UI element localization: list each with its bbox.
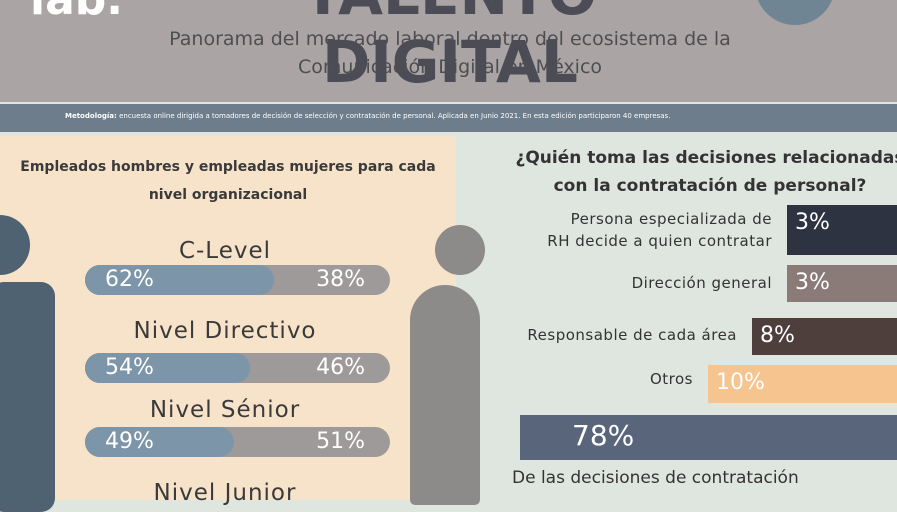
- left-title: nivel organizacional: [148, 187, 308, 203]
- highlight-value: 78%: [572, 419, 635, 452]
- logo: lab.: [30, 0, 123, 25]
- men-value: 54%: [105, 355, 154, 380]
- woman-head: [435, 225, 485, 275]
- methodology-bar: [0, 104, 897, 132]
- women-value: 38%: [316, 267, 365, 292]
- subtitle: Panorama del mercado laboral dentro del …: [169, 28, 731, 50]
- answer-value: 8%: [760, 323, 795, 348]
- answer-label: Dirección general: [631, 274, 772, 292]
- title: TALENTO DIGITAL: [303, 0, 597, 96]
- man-body: [0, 282, 55, 512]
- level-name: Nivel Sénior: [149, 397, 301, 423]
- answer-label: Otros: [649, 370, 693, 388]
- answer-label: Responsable de cada área: [527, 326, 737, 344]
- highlight-bar: [520, 415, 897, 460]
- subtitle: Comunicación Digital en México: [297, 56, 603, 78]
- level-name: Nivel Directivo: [133, 318, 317, 344]
- level-name: C-Level: [178, 238, 272, 264]
- answer-value: 3%: [795, 210, 830, 235]
- answer-label: RH decide a quien contratar: [547, 232, 772, 250]
- men-bar: [85, 265, 275, 295]
- answer-bar: [752, 318, 897, 355]
- answer-bar: [787, 265, 897, 302]
- men-bar: [85, 353, 250, 383]
- women-value: 51%: [316, 429, 365, 454]
- methodology: Metodología: encuesta online dirigida a …: [65, 112, 885, 120]
- men-bar: [85, 427, 235, 457]
- answer-bar: [708, 365, 897, 403]
- right-title: con la contratación de personal?: [553, 176, 867, 196]
- answer-value: 10%: [716, 370, 765, 395]
- answer-bar: [787, 205, 897, 255]
- methodology-label: Metodología:: [65, 112, 117, 120]
- header: [0, 0, 897, 102]
- answer-value: 3%: [795, 270, 830, 295]
- methodology-text: encuesta online dirigida a tomadores de …: [119, 112, 671, 120]
- left-title: Empleados hombres y empleadas mujeres pa…: [20, 159, 436, 175]
- highlight-text: De las decisiones de contratación: [512, 468, 799, 488]
- answer-label: Persona especializada de: [570, 210, 772, 228]
- men-value: 49%: [105, 429, 154, 454]
- woman-body: [410, 285, 480, 505]
- women-value: 46%: [316, 355, 365, 380]
- men-value: 62%: [105, 267, 154, 292]
- level-name: Nivel Junior: [153, 480, 297, 506]
- right-title: ¿Quién toma las decisiones relacionadas: [515, 148, 897, 168]
